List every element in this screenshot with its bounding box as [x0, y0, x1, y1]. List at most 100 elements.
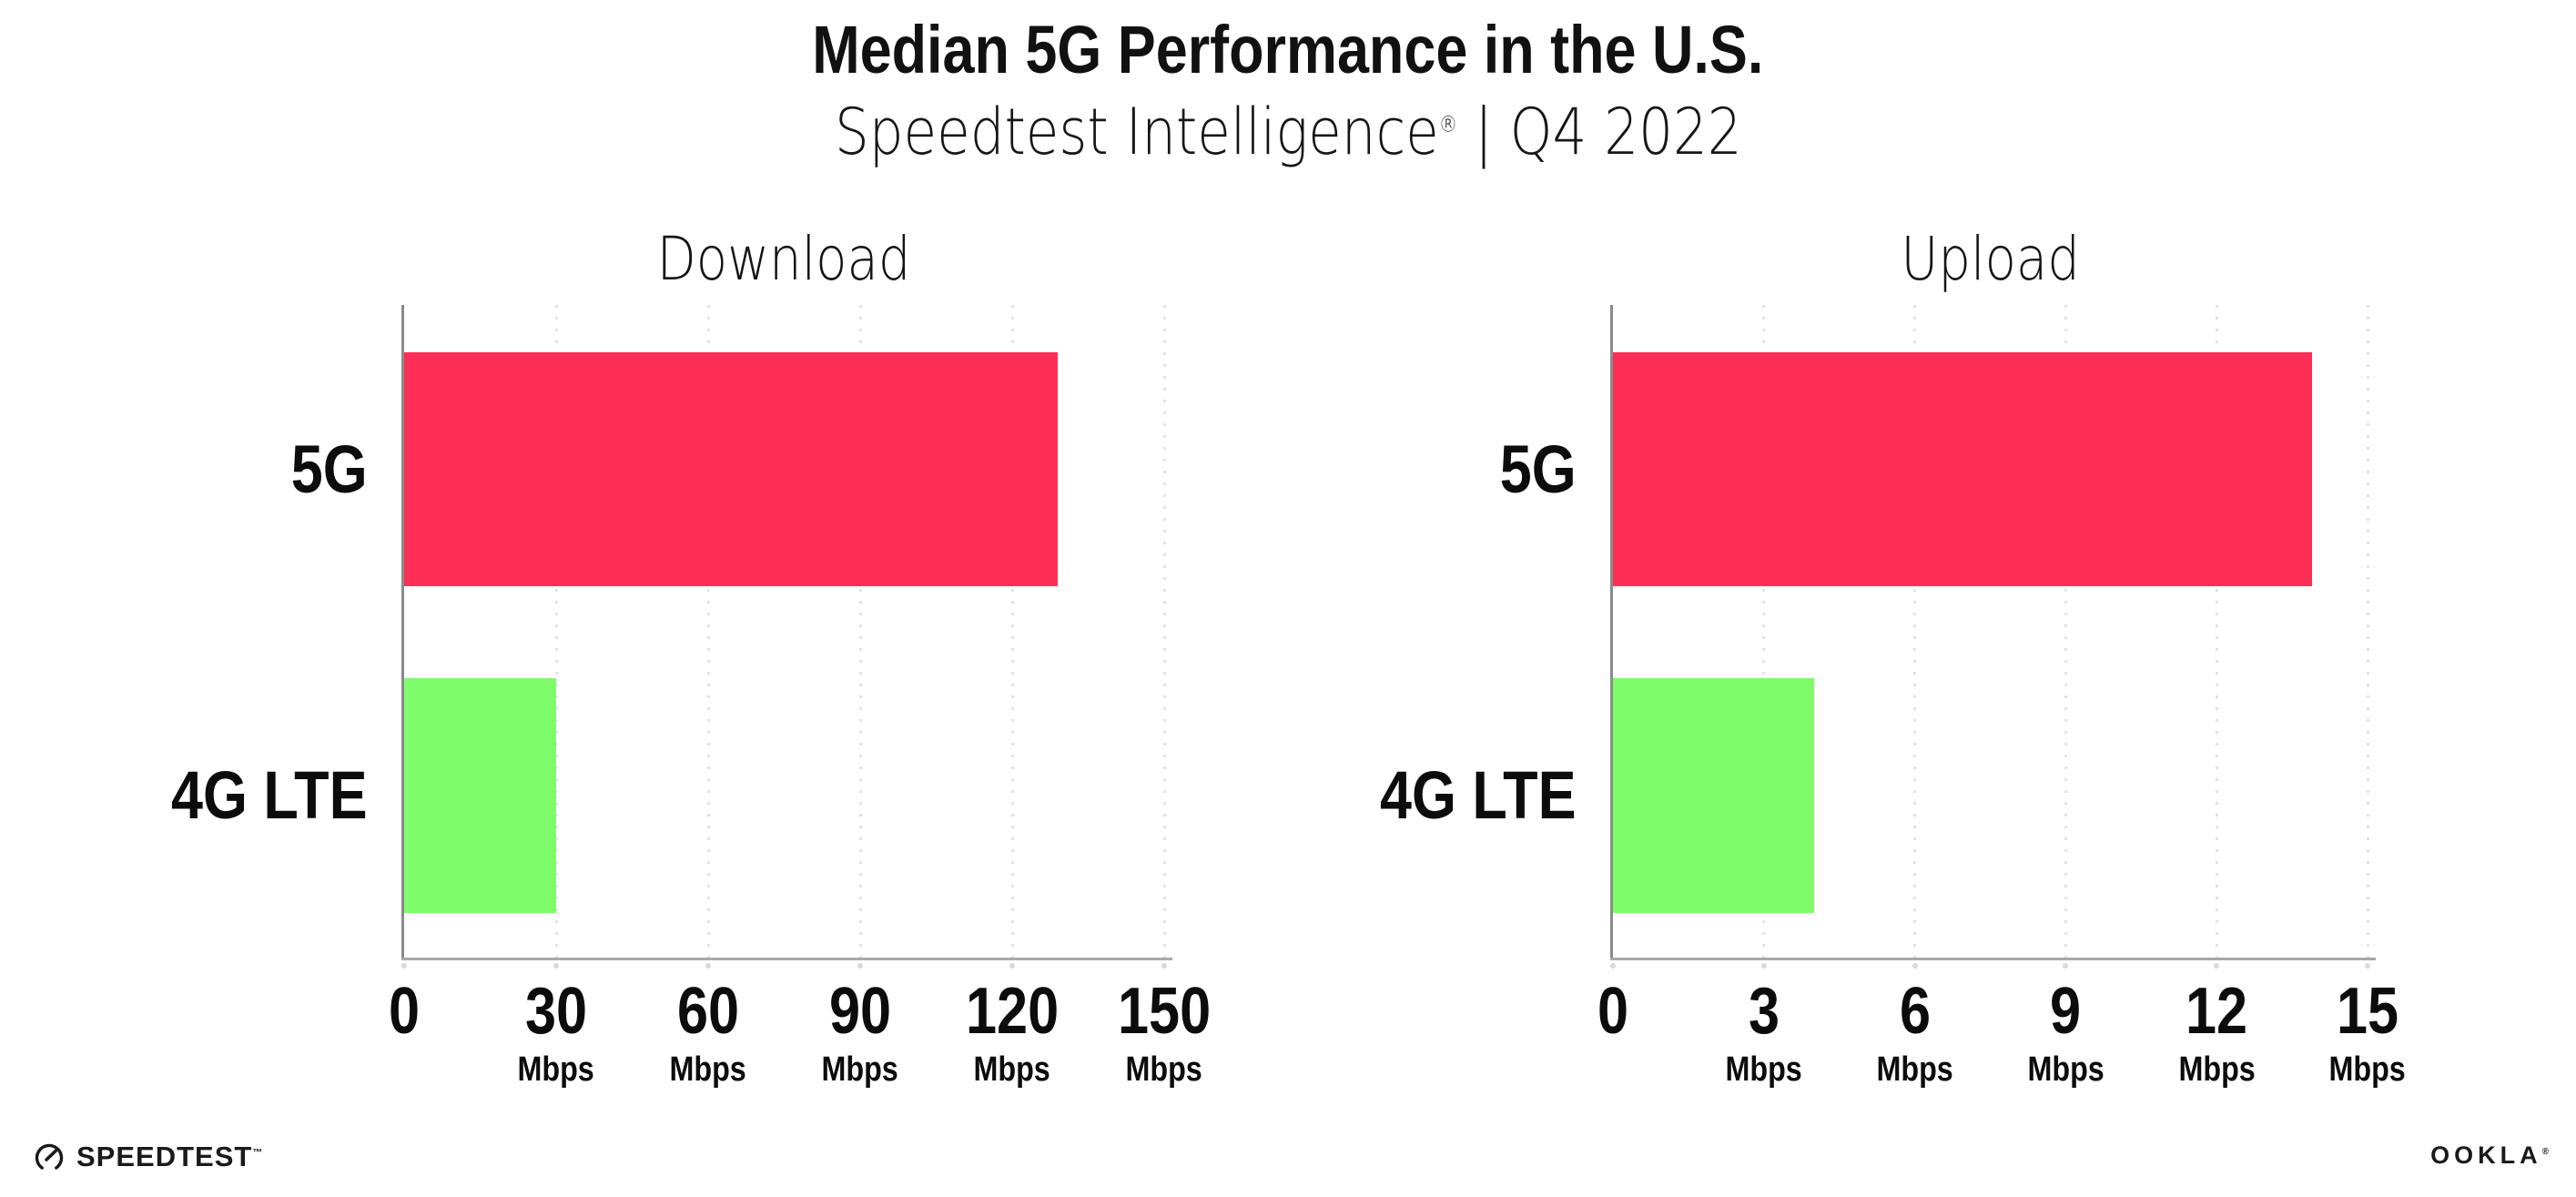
x-tick-unit-text: Mbps: [669, 1050, 747, 1089]
category-label-text: 4G LTE: [1380, 757, 1577, 833]
registered-mark-icon: ®: [1438, 111, 1457, 137]
x-tick-number: 30: [524, 975, 588, 1048]
x-tick-number: 3: [1748, 975, 1780, 1048]
axis-tick-dot: [1009, 963, 1015, 969]
bar-download-4g-lte: [404, 678, 556, 913]
x-tick-unit-text: Mbps: [973, 1050, 1051, 1089]
x-tick-number: 60: [676, 975, 740, 1048]
axis-tick-dot: [2365, 963, 2370, 969]
axis-tick-dot: [2214, 963, 2220, 969]
subtitle-brand: Speedtest Intelligence: [834, 95, 1439, 169]
page-subtitle-text: Speedtest Intelligence® | Q4 2022: [835, 91, 1742, 173]
x-tick-unit-text: Mbps: [1876, 1050, 1953, 1089]
category-label-text: 4G LTE: [171, 757, 368, 833]
x-tick-label-upload-3: 3: [1664, 979, 1864, 1044]
x-tick-unit-upload-15: Mbps: [2267, 1051, 2468, 1088]
axis-tick-dot: [2063, 963, 2069, 969]
x-tick-label-upload-9: 9: [1965, 979, 2165, 1044]
x-axis-line-upload: [1610, 958, 2376, 960]
x-tick-unit-download-120: Mbps: [912, 1051, 1112, 1088]
axis-tick-dot: [401, 963, 407, 969]
x-tick-unit-download-150: Mbps: [1064, 1051, 1264, 1088]
bar-upload-4g-lte: [1613, 678, 1815, 913]
x-tick-unit-download-30: Mbps: [456, 1051, 656, 1088]
axis-tick-dot: [857, 963, 863, 969]
x-tick-label-download-30: 30: [456, 979, 656, 1044]
chart-title-download: Download: [404, 228, 1164, 291]
x-tick-number: 15: [2336, 975, 2399, 1048]
speedtest-logo: SPEEDTEST™: [33, 1138, 263, 1176]
x-tick-label-download-0: 0: [304, 979, 504, 1044]
chart-title-text: Upload: [1901, 224, 2080, 294]
x-tick-label-download-60: 60: [608, 979, 808, 1044]
x-tick-unit-text: Mbps: [2027, 1050, 2104, 1089]
x-tick-unit-text: Mbps: [517, 1050, 595, 1089]
category-label-4g-lte: 4G LTE: [58, 678, 368, 913]
category-label-5g: 5G: [58, 352, 368, 586]
x-tick-number: 6: [1899, 975, 1931, 1048]
page-title: Median 5G Performance in the U.S.: [0, 11, 2576, 89]
x-tick-label-upload-15: 15: [2267, 979, 2468, 1044]
gridline-download-60: [706, 305, 710, 958]
x-tick-unit-upload-9: Mbps: [1965, 1051, 2165, 1088]
gridline-upload-12: [2215, 305, 2218, 958]
x-axis-line-download: [401, 958, 1172, 960]
ookla-wordmark: OOKLA®: [2430, 1141, 2549, 1169]
speedtest-wordmark: SPEEDTEST™: [76, 1141, 264, 1172]
speedtest-gauge-icon: [35, 1143, 64, 1172]
bar-download-5g: [404, 352, 1059, 586]
page-title-text: Median 5G Performance in the U.S.: [812, 12, 1764, 87]
x-tick-unit-text: Mbps: [821, 1050, 899, 1089]
x-tick-number: 0: [388, 975, 421, 1048]
x-tick-number: 12: [2186, 975, 2248, 1048]
x-tick-unit-text: Mbps: [2328, 1050, 2407, 1089]
x-tick-label-download-150: 150: [1064, 979, 1264, 1044]
subtitle-period: Q4 2022: [1509, 95, 1742, 169]
x-tick-label-upload-0: 0: [1513, 979, 1713, 1044]
page-subtitle: Speedtest Intelligence® | Q4 2022: [0, 91, 2576, 173]
category-label-text: 5G: [1500, 431, 1577, 507]
gridline-upload-6: [1913, 305, 1917, 958]
registered-mark-icon: ®: [2541, 1147, 2549, 1157]
axis-tick-dot: [1610, 963, 1616, 969]
gridline-upload-15: [2366, 305, 2369, 958]
x-tick-number: 90: [828, 975, 892, 1048]
x-tick-unit-text: Mbps: [1125, 1050, 1203, 1089]
x-tick-label-download-120: 120: [912, 979, 1112, 1044]
gridline-upload-3: [1762, 305, 1766, 958]
x-tick-unit-download-60: Mbps: [608, 1051, 808, 1088]
x-tick-unit-upload-12: Mbps: [2116, 1051, 2317, 1088]
trademark-icon: ™: [252, 1147, 264, 1159]
x-tick-number: 0: [1597, 975, 1629, 1048]
x-tick-label-upload-12: 12: [2116, 979, 2317, 1044]
gauge-needle-icon: [45, 1149, 58, 1161]
axis-tick-dot: [1161, 963, 1167, 969]
x-tick-unit-download-90: Mbps: [760, 1051, 960, 1088]
x-tick-unit-upload-6: Mbps: [1815, 1051, 2015, 1088]
chart-title-text: Download: [657, 224, 911, 294]
x-tick-label-upload-6: 6: [1815, 979, 2015, 1044]
axis-tick-dot: [705, 963, 711, 969]
axis-tick-dot: [1760, 963, 1767, 969]
x-tick-unit-upload-3: Mbps: [1664, 1051, 1864, 1088]
subtitle-separator: |: [1474, 95, 1493, 169]
gridline-download-150: [1162, 305, 1166, 958]
category-label-4g-lte: 4G LTE: [1267, 678, 1577, 913]
gridline-download-120: [1010, 305, 1014, 958]
x-tick-label-download-90: 90: [760, 979, 960, 1044]
x-tick-number: 9: [2050, 975, 2082, 1048]
gridline-upload-9: [2064, 305, 2067, 958]
x-tick-unit-text: Mbps: [1725, 1050, 1802, 1089]
x-tick-number: 150: [1117, 975, 1212, 1048]
axis-tick-dot: [1912, 963, 1918, 969]
axis-tick-dot: [553, 963, 559, 969]
chart-title-upload: Upload: [1613, 228, 2368, 291]
y-axis-spine-upload: [1610, 305, 1613, 960]
y-axis-spine-download: [401, 305, 404, 960]
category-label-5g: 5G: [1267, 352, 1577, 586]
bar-upload-5g: [1613, 352, 2313, 586]
gridline-download-90: [858, 305, 862, 958]
gridline-download-30: [554, 305, 558, 958]
x-tick-number: 120: [965, 975, 1060, 1048]
x-tick-unit-text: Mbps: [2178, 1050, 2256, 1089]
